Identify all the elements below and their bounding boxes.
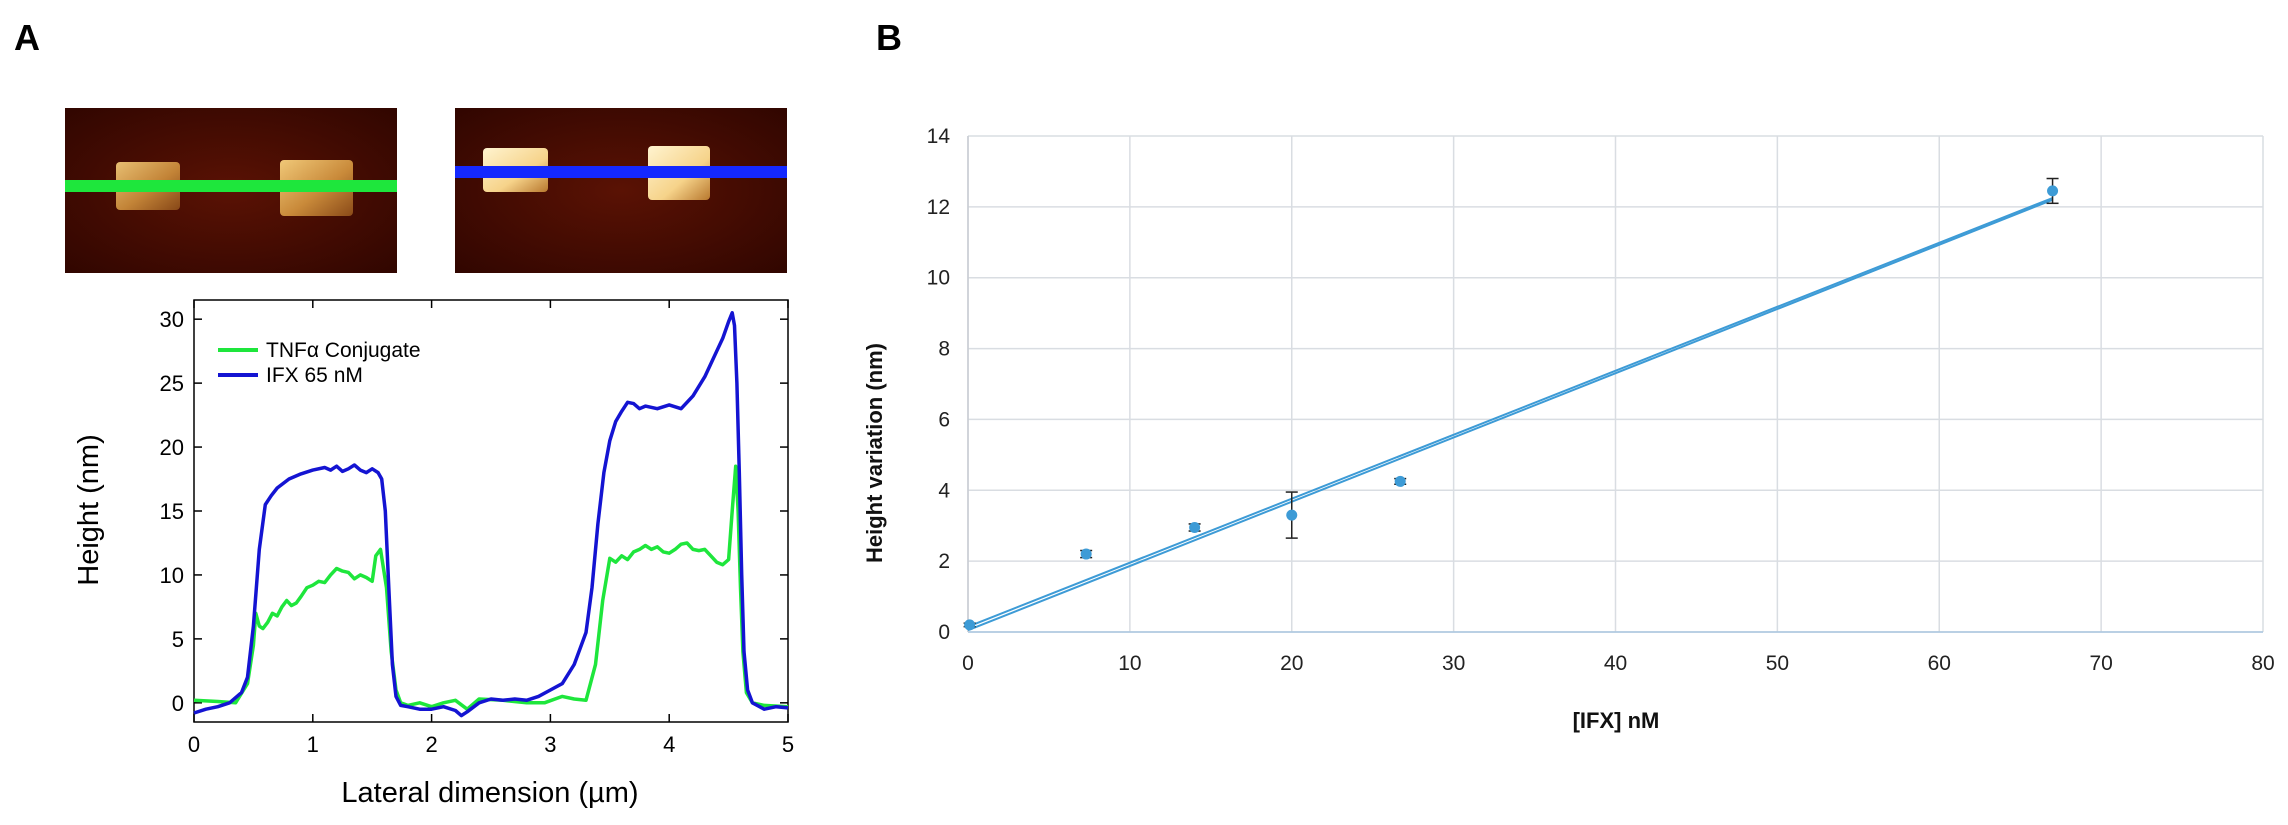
y-tick-label-b: 10 bbox=[927, 267, 950, 290]
grid-b bbox=[967, 135, 2264, 633]
data-point bbox=[2047, 185, 2059, 197]
y-axis-label-b: Height variation (nm) bbox=[862, 343, 887, 563]
y-tick-label-a: 25 bbox=[160, 371, 184, 396]
y-tick-label-b: 0 bbox=[938, 621, 950, 644]
x-tick-label-a: 1 bbox=[307, 732, 319, 757]
y-tick-label-b: 8 bbox=[938, 338, 950, 361]
fit-line bbox=[967, 197, 2053, 628]
fit-line bbox=[967, 198, 2053, 632]
y-tick-label-a: 10 bbox=[160, 563, 184, 588]
x-tick-label-a: 0 bbox=[188, 732, 200, 757]
x-axis-label-b: [IFX] nM bbox=[1573, 708, 1660, 733]
afm-image-left bbox=[65, 108, 397, 273]
x-tick-label-a: 3 bbox=[544, 732, 556, 757]
panel-label-a: A bbox=[14, 17, 40, 58]
height-variation-chart: 0 10 20 30 40 50 60 70 80 0 2 4 6 8 10 12 14 [IFX] nM He… bbox=[862, 125, 2275, 733]
x-tick-label-b: 30 bbox=[1442, 652, 1465, 675]
y-tick-label-b: 2 bbox=[938, 550, 950, 573]
series-line-tnfa-conjugate bbox=[193, 464, 789, 711]
y-tick-label-b: 6 bbox=[938, 408, 950, 431]
x-axis-label-a: Lateral dimension (µm) bbox=[341, 777, 638, 809]
y-tick-label-a: 0 bbox=[172, 691, 184, 716]
x-tick-label-a: 2 bbox=[425, 732, 437, 757]
legend-label-a: IFX 65 nM bbox=[266, 364, 363, 387]
y-tick-label-a: 15 bbox=[160, 499, 184, 524]
x-tick-label-a: 4 bbox=[663, 732, 675, 757]
panel-label-b: B bbox=[876, 17, 902, 58]
data-point bbox=[1286, 509, 1298, 521]
y-tick-label-b: 12 bbox=[927, 196, 950, 219]
x-tick-label-b: 20 bbox=[1280, 652, 1303, 675]
x-tick-label-a: 5 bbox=[782, 732, 794, 757]
fit-lines bbox=[967, 197, 2053, 632]
x-tick-label-b: 0 bbox=[962, 652, 974, 675]
x-tick-label-b: 70 bbox=[2089, 652, 2112, 675]
y-tick-label-b: 4 bbox=[938, 479, 950, 502]
afm-image-right bbox=[455, 108, 787, 273]
x-tick-label-b: 80 bbox=[2251, 652, 2274, 675]
data-point bbox=[1080, 548, 1092, 560]
y-tick-label-b: 14 bbox=[927, 125, 951, 148]
data-point bbox=[964, 619, 976, 631]
legend-label-a: TNFα Conjugate bbox=[266, 339, 421, 362]
y-tick-label-a: 20 bbox=[160, 435, 184, 460]
afm-profile-line-blue bbox=[455, 166, 787, 178]
x-tick-label-b: 50 bbox=[1766, 652, 1789, 675]
series-line-ifx-65nm bbox=[193, 311, 789, 718]
y-axis-label-a: Height (nm) bbox=[73, 434, 105, 586]
afm-profile-line-green bbox=[65, 180, 397, 192]
y-tick-label-a: 30 bbox=[160, 307, 184, 332]
data-point bbox=[1189, 521, 1201, 533]
data-point bbox=[1394, 475, 1406, 487]
x-tick-label-b: 60 bbox=[1928, 652, 1951, 675]
y-tick-label-a: 5 bbox=[172, 627, 184, 652]
x-tick-label-b: 40 bbox=[1604, 652, 1627, 675]
x-tick-label-b: 10 bbox=[1118, 652, 1141, 675]
